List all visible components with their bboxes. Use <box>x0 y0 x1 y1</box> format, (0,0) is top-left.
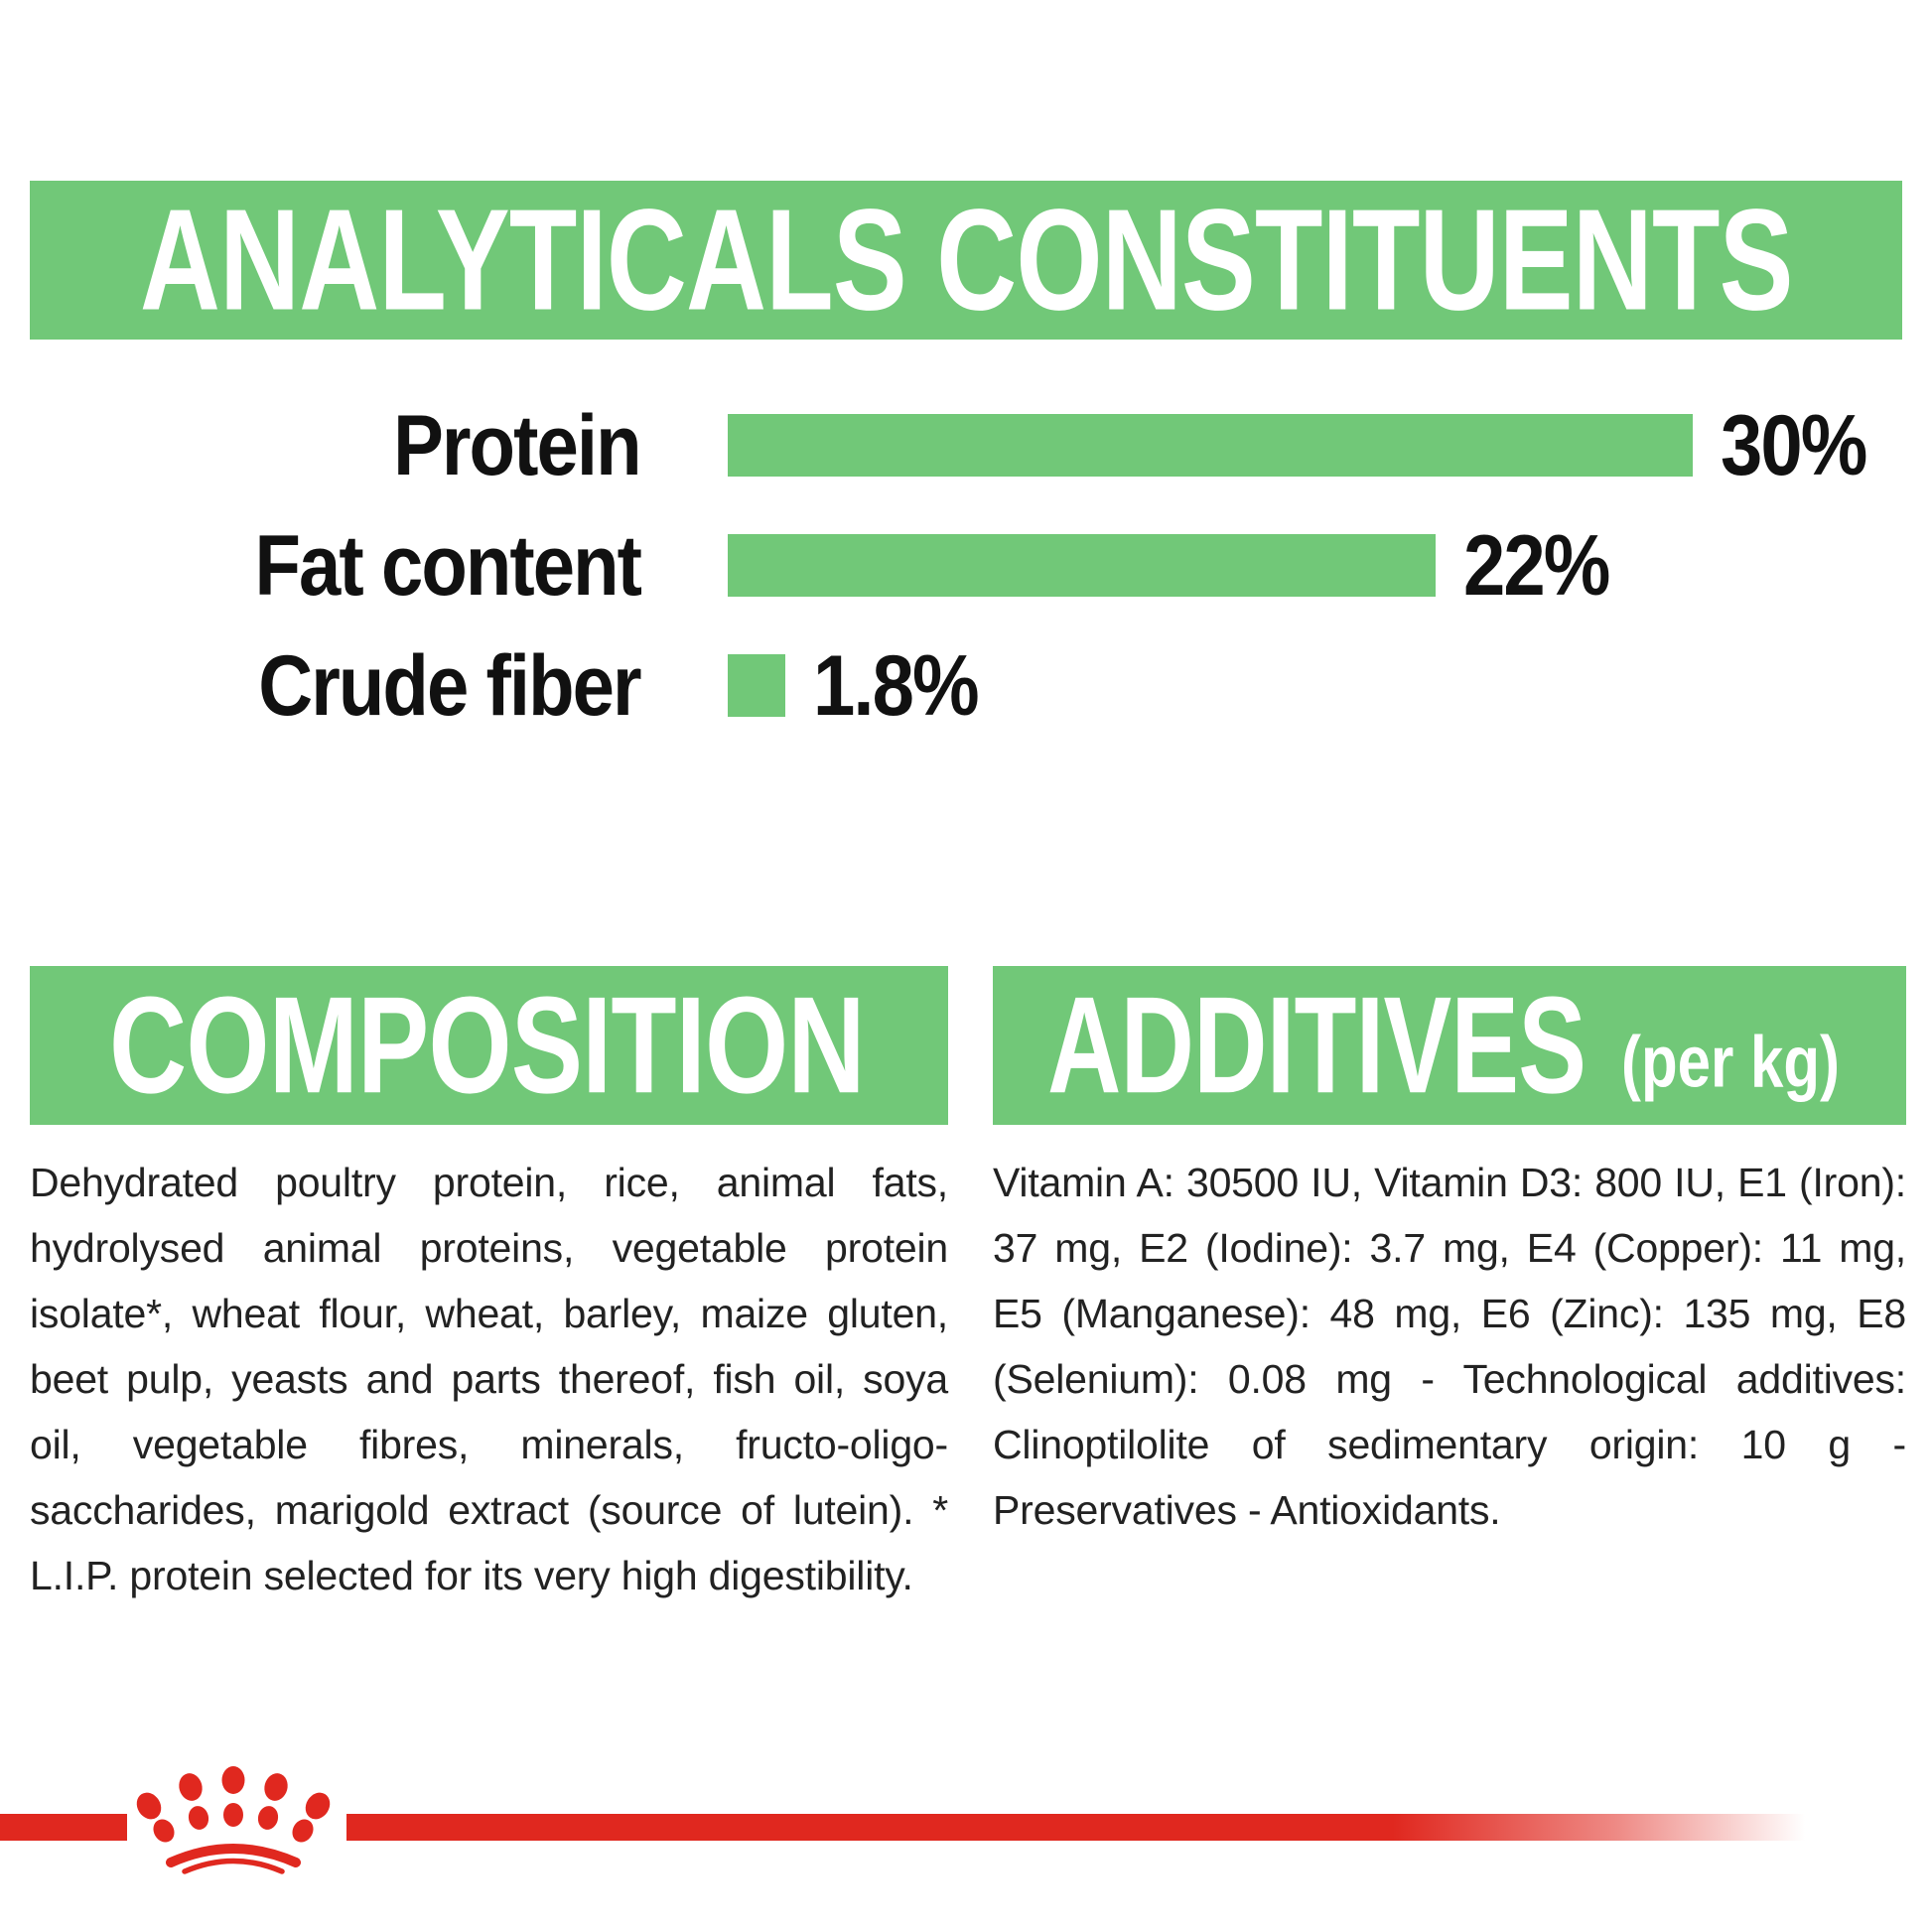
chart-row-protein: Protein 30% <box>30 397 1902 493</box>
additives-per-kg-label: (per kg) <box>1621 1021 1841 1103</box>
chart-value: 1.8% <box>813 637 980 734</box>
additives-body: Vitamin A: 30500 IU, Vitamin D3: 800 IU,… <box>993 1160 1906 1533</box>
chart-label: Protein <box>393 397 641 493</box>
chart-label: Crude fiber <box>258 637 642 734</box>
chart-row-crude-fiber: Crude fiber 1.8% <box>30 637 1902 734</box>
composition-body: Dehydrated poultry protein, rice, animal… <box>30 1160 948 1598</box>
footer-red-line-right <box>346 1814 1932 1841</box>
composition-title: COMPOSITION <box>109 968 866 1122</box>
composition-header: COMPOSITION <box>30 966 948 1125</box>
analyticals-title: ANALYTICALS CONSTITUENTS <box>139 179 1794 341</box>
analyticals-bar-chart: Protein 30% Fat content 22% Crude fiber … <box>30 397 1902 774</box>
additives-title-wrap: ADDITIVES <box>1047 976 1621 1114</box>
royal-canin-crown-icon <box>136 1766 331 1874</box>
chart-value: 30% <box>1721 397 1867 493</box>
crude-fiber-bar <box>728 654 786 717</box>
footer-red-line-left <box>0 1814 127 1841</box>
chart-row-fat-content: Fat content 22% <box>30 517 1902 614</box>
additives-title: ADDITIVES <box>1047 968 1587 1122</box>
chart-label: Fat content <box>254 517 642 614</box>
fat-content-bar <box>728 534 1436 597</box>
analyticals-header: ANALYTICALS CONSTITUENTS <box>30 181 1902 340</box>
protein-bar <box>728 414 1693 477</box>
chart-value: 22% <box>1462 517 1610 614</box>
additives-header: ADDITIVES (per kg) <box>993 966 1906 1125</box>
